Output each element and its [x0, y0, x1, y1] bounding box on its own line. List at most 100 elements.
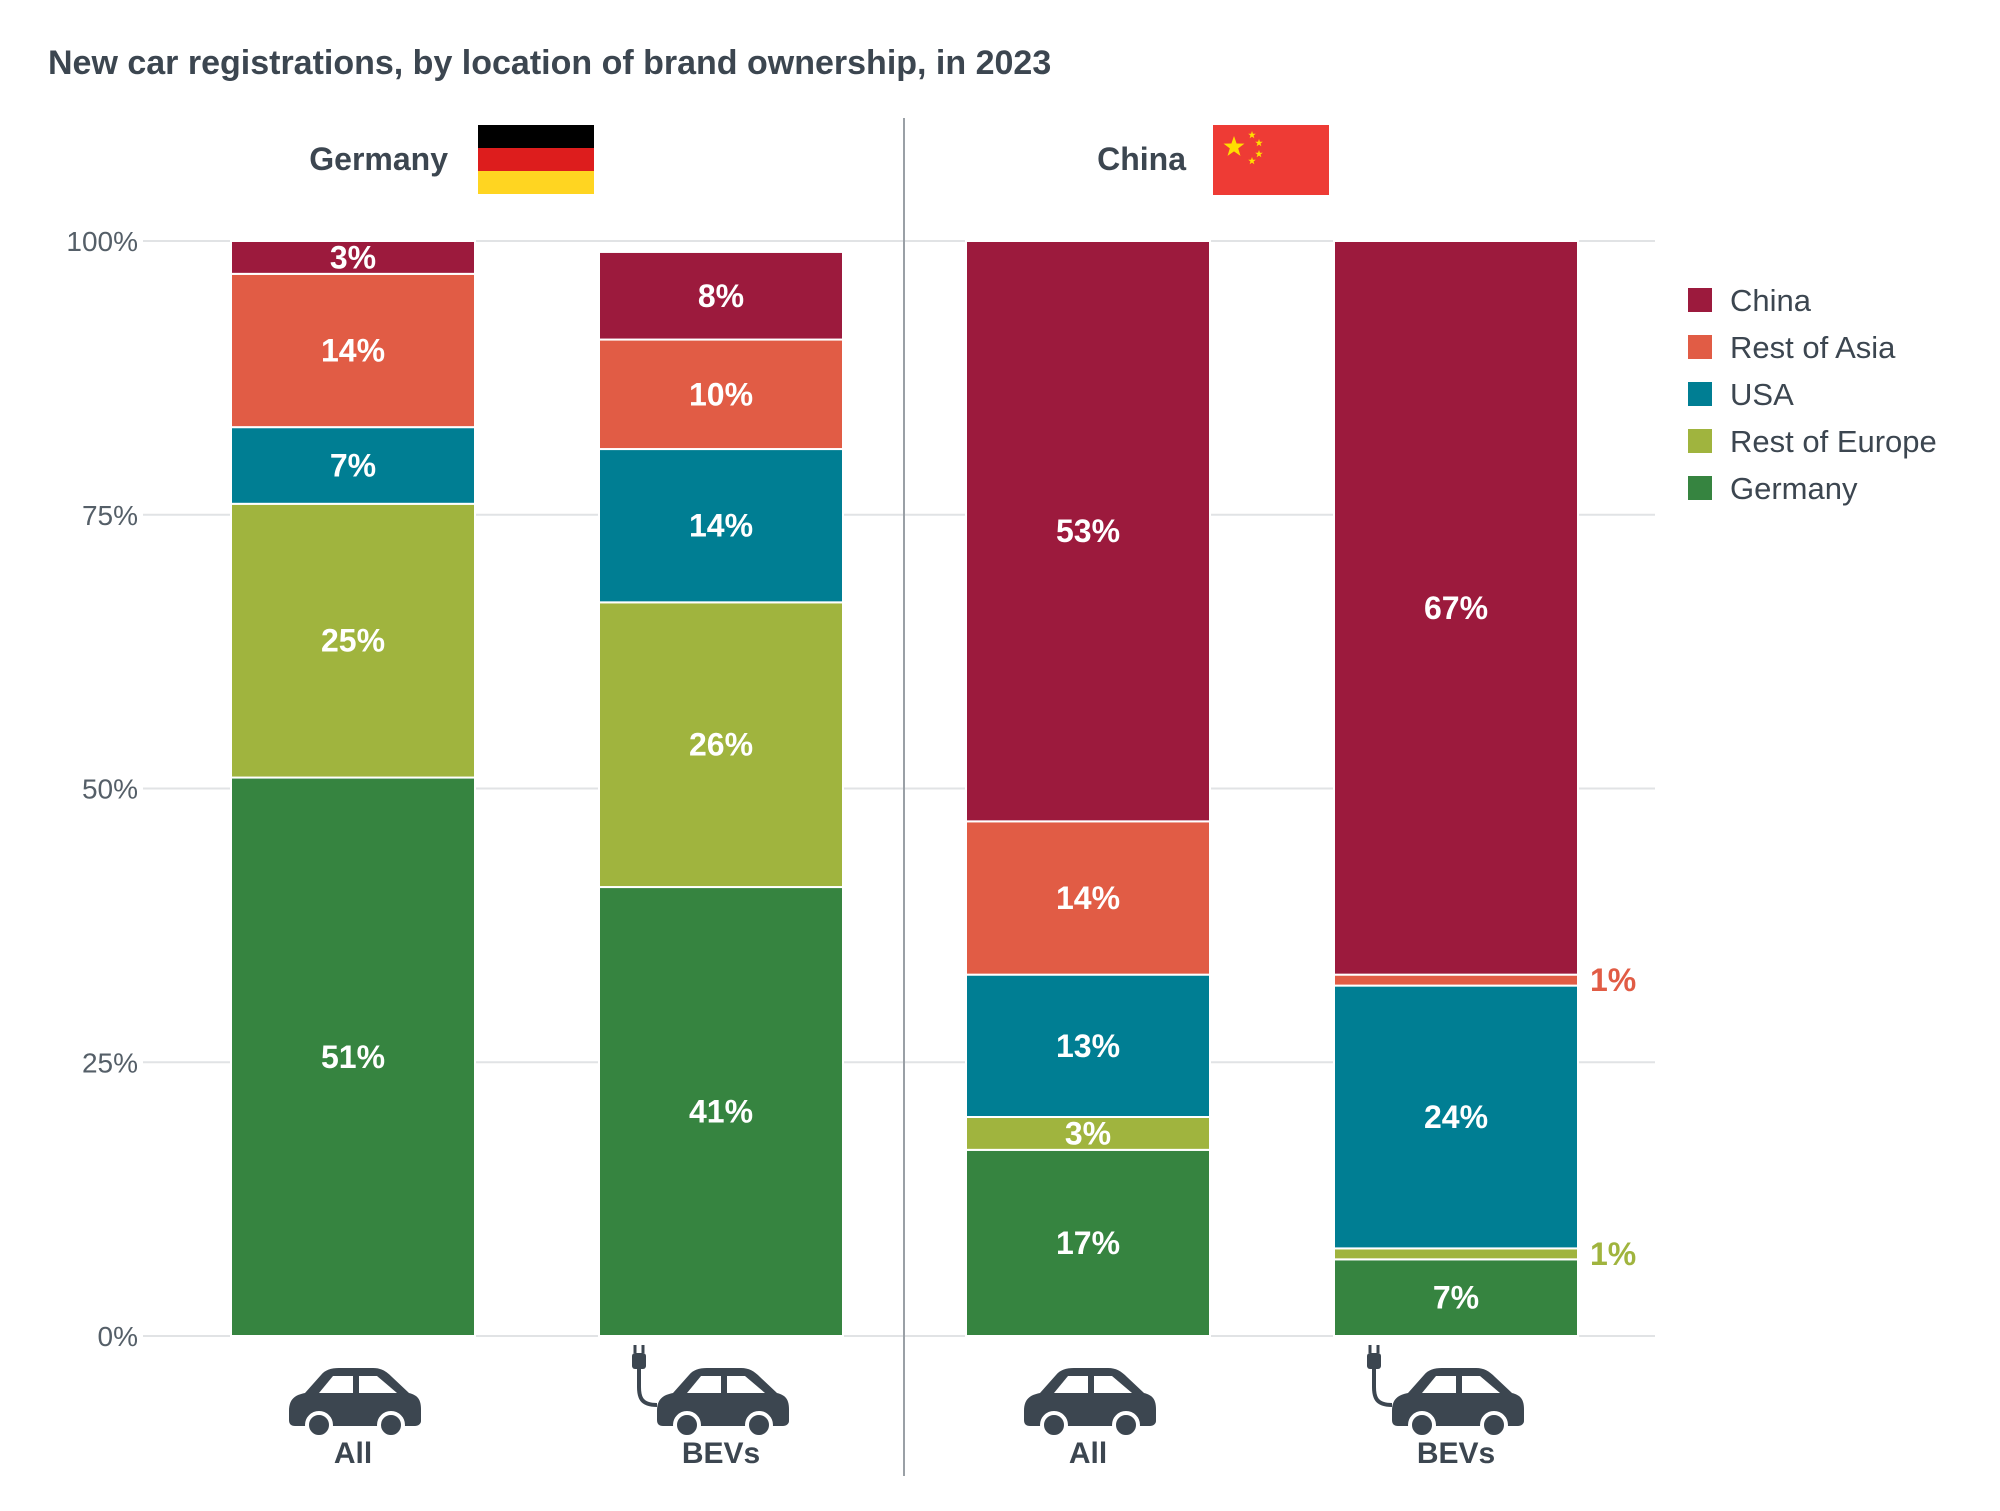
- car-window-rear: [727, 1376, 765, 1393]
- data-label: 25%: [321, 623, 385, 659]
- data-label: 26%: [689, 727, 753, 763]
- legend-label-germany: Germany: [1730, 471, 1858, 506]
- panel-headers: Germany China: [309, 118, 1329, 1476]
- car-wheel: [673, 1411, 701, 1439]
- data-label: 8%: [698, 278, 744, 314]
- legend-label-usa: USA: [1730, 377, 1794, 412]
- electric-car-icon: [632, 1345, 789, 1439]
- y-tick-label: 0%: [98, 1321, 138, 1352]
- bar-usa-2: [598, 448, 844, 604]
- data-label: 3%: [1065, 1115, 1111, 1151]
- legend-label-china: China: [1730, 283, 1812, 318]
- data-label: 53%: [1056, 513, 1120, 549]
- charging-plug: [1367, 1353, 1381, 1369]
- car-icon: [289, 1368, 421, 1439]
- bar-usa-4: [1333, 984, 1579, 1250]
- charging-cable: [637, 1369, 658, 1407]
- bar-rest-of-europe-1: [230, 502, 476, 779]
- data-label: 51%: [321, 1039, 385, 1075]
- car-wheel: [1480, 1411, 1508, 1439]
- flag-stripe: [478, 125, 594, 148]
- car-window-front: [319, 1376, 353, 1393]
- charging-plug: [632, 1353, 646, 1369]
- car-window-rear: [1462, 1376, 1500, 1393]
- germany-flag: [478, 125, 594, 194]
- flag-star: [1223, 136, 1245, 156]
- flag-star: [1248, 157, 1256, 165]
- car-wheel: [1112, 1411, 1140, 1439]
- data-label: 14%: [689, 508, 753, 544]
- car-wheel: [377, 1411, 405, 1439]
- flag-stripe: [478, 171, 594, 194]
- china-flag: [1213, 125, 1329, 195]
- car-window-rear: [1094, 1376, 1132, 1393]
- data-label: 7%: [330, 447, 376, 483]
- category-label: BEVs: [1417, 1437, 1495, 1470]
- data-label: 3%: [330, 239, 376, 275]
- bar-rest-of-asia-4: [1333, 973, 1579, 987]
- bar-china-3: [965, 240, 1211, 823]
- panel-title-china: China: [1097, 141, 1186, 177]
- data-label: 14%: [321, 333, 385, 369]
- bar-china-4: [1333, 240, 1579, 976]
- chart-title: New car registrations, by location of br…: [48, 44, 1052, 82]
- bar-rest-of-asia-2: [598, 338, 844, 451]
- bar-usa-1: [230, 426, 476, 505]
- legend-swatch-usa: [1688, 382, 1712, 406]
- legend-label-rest-of-asia: Rest of Asia: [1730, 330, 1896, 365]
- flag-star: [1255, 139, 1263, 147]
- category-label: BEVs: [682, 1437, 760, 1470]
- car-window-front: [1054, 1376, 1088, 1393]
- data-label-outside: 1%: [1590, 1236, 1636, 1272]
- car-wheel: [305, 1411, 333, 1439]
- panel-title-germany: Germany: [309, 141, 448, 177]
- bar-usa-3: [965, 973, 1211, 1119]
- data-label: 13%: [1056, 1028, 1120, 1064]
- data-label: 17%: [1056, 1225, 1120, 1261]
- car-wheel: [1408, 1411, 1436, 1439]
- data-label: 24%: [1424, 1099, 1488, 1135]
- bar-china-1: [230, 240, 476, 275]
- bars: [230, 240, 1579, 1337]
- legend: China Rest of Asia USA Rest of Europe German…: [1688, 283, 1937, 506]
- data-label: 7%: [1433, 1280, 1479, 1316]
- car-window-front: [1422, 1376, 1456, 1393]
- electric-car-icon: [1367, 1345, 1524, 1439]
- data-label: 67%: [1424, 590, 1488, 626]
- bar-rest-of-europe-3: [965, 1116, 1211, 1151]
- y-tick-label: 75%: [82, 500, 138, 531]
- y-tick-label: 50%: [82, 774, 138, 805]
- car-wheel: [745, 1411, 773, 1439]
- car-window-rear: [359, 1376, 397, 1393]
- category-label: All: [334, 1437, 372, 1470]
- flag-star: [1248, 131, 1256, 139]
- legend-swatch-china: [1688, 288, 1712, 312]
- bar-rest-of-asia-1: [230, 272, 476, 429]
- car-window-front: [687, 1376, 721, 1393]
- flag-field: [1213, 125, 1329, 195]
- category-icons: [289, 1345, 1524, 1439]
- legend-swatch-rest-of-europe: [1688, 429, 1712, 453]
- car-icon: [1024, 1368, 1156, 1439]
- bar-rest-of-europe-4: [1333, 1247, 1579, 1261]
- bar-china-2: [598, 250, 844, 341]
- category-label: All: [1069, 1437, 1107, 1470]
- flag-star: [1255, 150, 1263, 158]
- y-tick-label: 100%: [66, 226, 138, 257]
- data-label-outside: 1%: [1590, 962, 1636, 998]
- legend-swatch-rest-of-asia: [1688, 335, 1712, 359]
- data-label: 10%: [689, 376, 753, 412]
- bar-germany-1: [230, 776, 476, 1337]
- y-tick-label: 25%: [82, 1047, 138, 1078]
- bar-germany-2: [598, 886, 844, 1337]
- bar-germany-3: [965, 1148, 1211, 1337]
- y-axis: 0% 25% 50% 75% 100%: [66, 226, 138, 1352]
- legend-label-rest-of-europe: Rest of Europe: [1730, 424, 1937, 459]
- charging-cable: [1372, 1369, 1393, 1407]
- flag-stripe: [478, 148, 594, 171]
- data-labels: 51% 25% 7% 14% 3% All 41% 26% 14% 10% 8% BEVs 17% 3% 1…: [321, 239, 1636, 1470]
- car-wheel: [1040, 1411, 1068, 1439]
- data-label: 41%: [689, 1094, 753, 1130]
- data-label: 14%: [1056, 880, 1120, 916]
